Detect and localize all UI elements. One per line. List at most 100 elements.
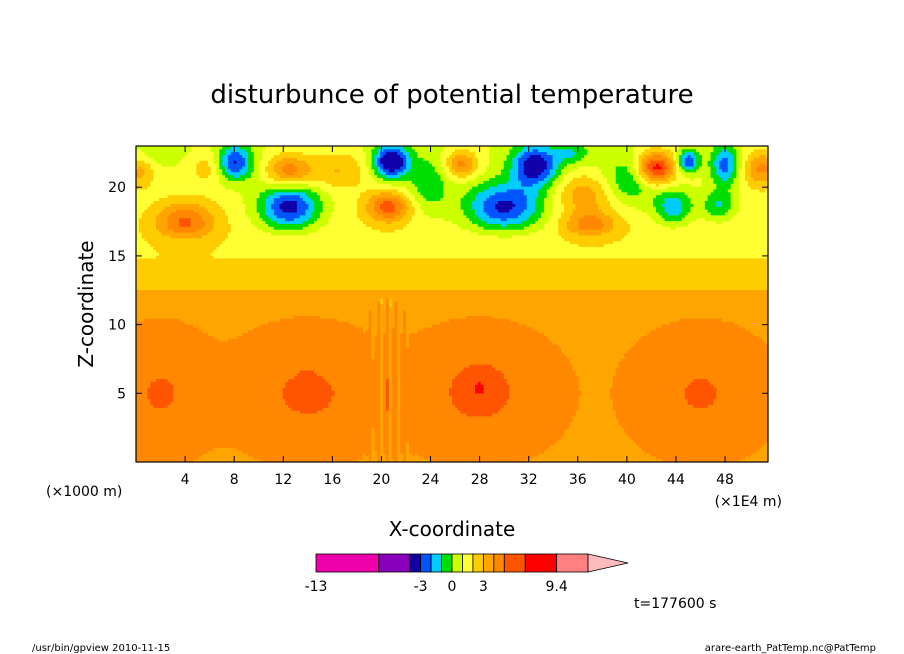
- field-cell: [653, 203, 663, 207]
- field-cell: [641, 157, 648, 161]
- field-cell: [423, 157, 441, 161]
- field-cell: [136, 232, 143, 236]
- field-cell: [144, 318, 180, 322]
- field-cell: [136, 352, 372, 357]
- field-cell: [377, 321, 381, 325]
- field-cell: [285, 171, 295, 176]
- field-cell: [572, 191, 597, 196]
- field-cell: [400, 424, 571, 428]
- field-cell: [561, 349, 628, 354]
- field-cell: [259, 324, 355, 328]
- field-cell: [357, 206, 367, 210]
- field-cell: [618, 197, 654, 201]
- field-cell: [207, 160, 214, 164]
- field-cell: [520, 183, 533, 187]
- field-cell: [736, 148, 743, 153]
- field-cell: [391, 364, 398, 368]
- field-cell: [500, 407, 579, 411]
- field-cell: [368, 321, 372, 325]
- field-cell: [136, 281, 768, 285]
- field-cell: [506, 180, 522, 184]
- field-cell: [394, 301, 398, 305]
- field-cell: [397, 387, 401, 391]
- field-cell: [391, 355, 398, 359]
- field-cell: [722, 200, 732, 204]
- field-cell: [411, 217, 444, 222]
- field-cell: [431, 324, 528, 328]
- field-cell: [736, 212, 768, 216]
- field-cell: [664, 206, 683, 210]
- field-cell: [558, 217, 571, 222]
- field-cell: [374, 441, 381, 446]
- field-cell: [391, 418, 398, 423]
- field-cell: [509, 148, 522, 153]
- field-cell: [492, 413, 576, 417]
- field-cell: [380, 367, 384, 371]
- field-cell: [693, 203, 706, 207]
- field-cell: [136, 332, 209, 336]
- field-cell: [610, 186, 620, 190]
- field-cell: [687, 212, 711, 216]
- field-cell: [684, 387, 717, 391]
- field-cell: [546, 174, 553, 178]
- field-cell: [561, 194, 574, 199]
- field-cell: [299, 214, 312, 219]
- field-cell: [727, 168, 734, 173]
- colorbar-box: [451, 553, 463, 573]
- field-cell: [136, 301, 378, 305]
- field-cell: [466, 174, 479, 178]
- field-cell: [566, 223, 579, 227]
- field-cell: [136, 160, 146, 164]
- field-cell: [408, 220, 453, 224]
- field-cell: [334, 390, 381, 394]
- field-cell: [495, 191, 525, 196]
- field-cell: [644, 168, 651, 173]
- field-cell: [704, 206, 732, 210]
- field-cell: [400, 398, 453, 403]
- field-cell: [676, 166, 680, 170]
- field-cell: [417, 186, 444, 190]
- field-cell: [624, 235, 768, 239]
- field-cell: [236, 160, 246, 164]
- field-cell: [153, 171, 197, 176]
- field-cell: [730, 171, 737, 176]
- field-cell: [136, 246, 154, 250]
- field-cell: [681, 209, 691, 213]
- field-cell: [520, 212, 533, 216]
- field-cell: [457, 372, 505, 377]
- field-cell: [704, 200, 717, 204]
- field-cell: [710, 157, 717, 161]
- field-cell: [578, 232, 602, 236]
- field-cell: [380, 447, 384, 451]
- field-cell: [176, 163, 197, 167]
- field-cell: [374, 168, 378, 173]
- field-cell: [391, 367, 398, 371]
- field-cell: [716, 203, 723, 207]
- field-cell: [371, 315, 378, 319]
- field-cell: [538, 191, 548, 196]
- field-cell: [595, 197, 608, 201]
- field-cell: [193, 209, 209, 213]
- field-cell: [136, 243, 151, 247]
- field-cell: [690, 220, 717, 224]
- field-cell: [380, 355, 384, 359]
- field-cell: [383, 421, 390, 426]
- field-cell: [610, 393, 686, 397]
- field-cell: [388, 398, 393, 403]
- field-cell: [253, 223, 269, 227]
- field-cell: [610, 183, 620, 187]
- field-cell: [136, 418, 381, 423]
- field-cell: [736, 163, 743, 167]
- field-cell: [676, 226, 768, 230]
- field-cell: [371, 226, 404, 230]
- field-cell: [265, 212, 275, 216]
- field-cell: [357, 200, 370, 204]
- field-cell: [701, 154, 711, 158]
- field-cell: [248, 214, 260, 219]
- field-cell: [213, 255, 768, 259]
- field-cell: [681, 157, 686, 161]
- field-cell: [136, 186, 148, 190]
- field-cell: [242, 197, 258, 201]
- field-cell: [443, 217, 470, 222]
- field-cell: [443, 189, 470, 193]
